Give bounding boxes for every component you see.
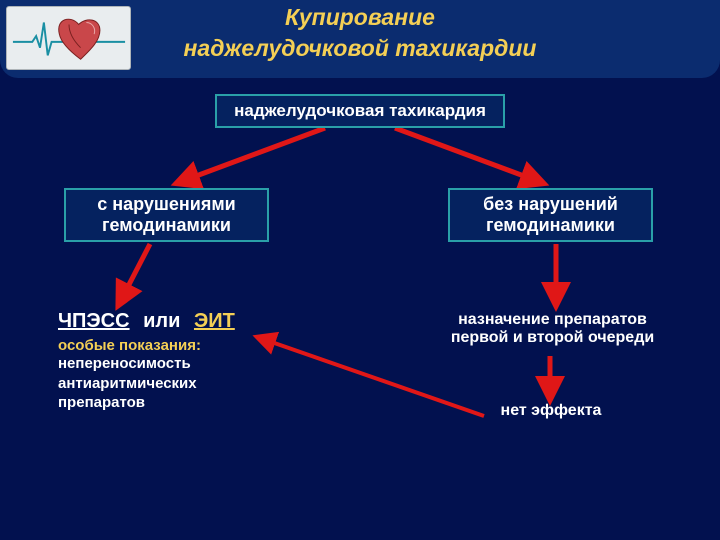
title-line1: Купирование (0, 4, 720, 31)
or-label: или (143, 310, 180, 332)
node-no-effect: нет эффекта (486, 400, 616, 422)
header: Купирование наджелудочковой тахикардии (0, 0, 720, 78)
node-root-text: наджелудочковая тахикардия (234, 101, 486, 121)
treatment-subtitle: особые показания: (58, 337, 235, 354)
sub-line: непереносимость (58, 354, 235, 374)
treatment-sublines: непереносимость антиаритмических препара… (58, 354, 235, 413)
treatment-block: ЧПЭСС или ЭИТ особые показания: неперено… (58, 310, 235, 413)
node-noeffect-text: нет эффекта (501, 402, 602, 420)
node-right-text: без нарушенийгемодинамики (483, 194, 618, 235)
treatment-main: ЧПЭСС или ЭИТ (58, 310, 235, 333)
eit-label: ЭИТ (194, 310, 235, 332)
sub-line: антиаритмических (58, 374, 235, 394)
node-left-text: с нарушениямигемодинамики (97, 194, 236, 235)
slide-root: Купирование наджелудочковой тахикардии н… (0, 0, 720, 540)
flowchart: наджелудочковая тахикардия с нарушениями… (0, 80, 720, 540)
node-prescribe: назначение препаратовпервой и второй оче… (425, 305, 680, 353)
node-hemo-impaired: с нарушениямигемодинамики (64, 188, 269, 242)
title-line2: наджелудочковой тахикардии (0, 35, 720, 62)
slide-title: Купирование наджелудочковой тахикардии (0, 4, 720, 62)
chpess-label: ЧПЭСС (58, 310, 130, 332)
sub-line: препаратов (58, 393, 235, 413)
node-rx-text: назначение препаратовпервой и второй оче… (451, 311, 654, 348)
node-root: наджелудочковая тахикардия (215, 94, 505, 128)
node-hemo-stable: без нарушенийгемодинамики (448, 188, 653, 242)
